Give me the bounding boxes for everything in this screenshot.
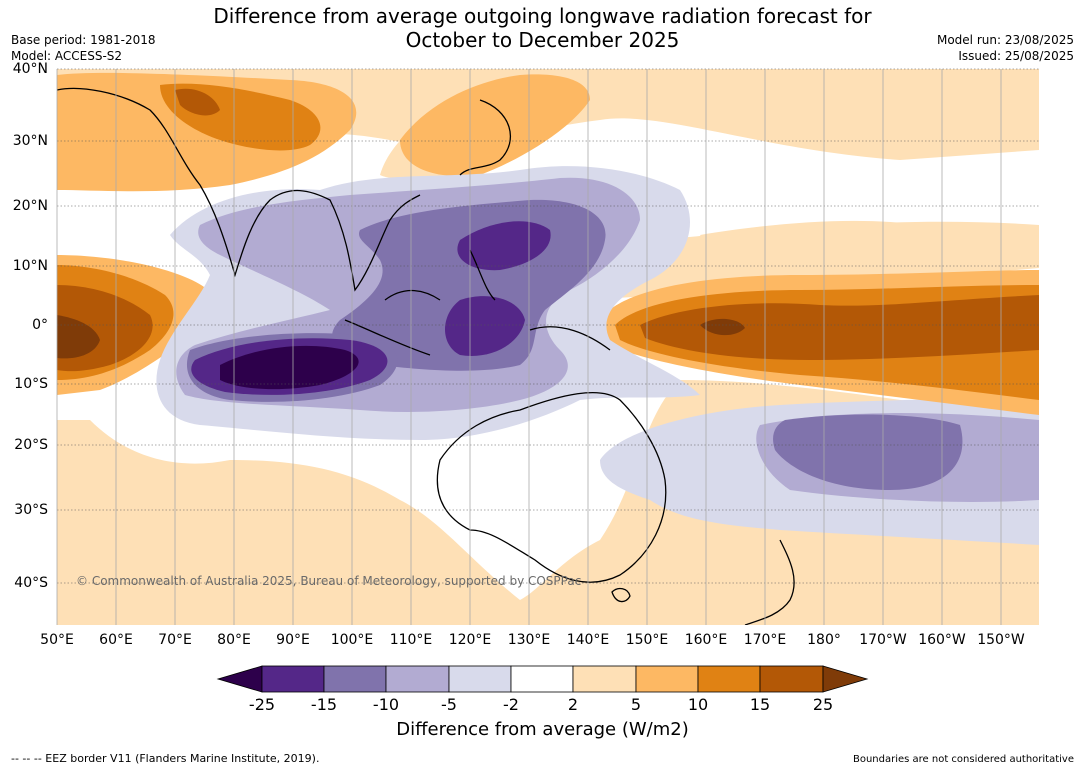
colorbar-title: Difference from average (W/m2) (396, 719, 689, 740)
colorbar-swatch-2 (323, 665, 387, 693)
lon-label: 170°W (859, 632, 907, 648)
colorbar-swatch-5 (510, 665, 574, 693)
colorbar-label: -5 (441, 695, 457, 714)
lon-label: 110°E (389, 632, 433, 648)
lon-label: 50°E (40, 632, 74, 648)
lon-label: 160°W (918, 632, 966, 648)
lat-label-40s: 40°S (14, 575, 48, 591)
boundaries-disclaimer: Boundaries are not considered authoritat… (852, 754, 1074, 765)
colorbar-max-arrow (822, 665, 869, 693)
meridians (56, 69, 1002, 625)
lat-label-30n: 30°N (12, 133, 48, 149)
colorbar (216, 665, 869, 693)
anomaly-field (57, 69, 1039, 625)
colorbar-label: 25 (812, 695, 834, 714)
model-text: Model: ACCESS-S2 (11, 49, 123, 63)
lon-label: 80°E (217, 632, 251, 648)
colorbar-label: 5 (630, 695, 642, 714)
colorbar-swatch-7 (635, 665, 699, 693)
colorbar-label: -10 (372, 695, 400, 714)
colorbar-swatch-8 (697, 665, 761, 693)
eez-footnote: -- -- -- EEZ border V11 (Flanders Marine… (11, 752, 320, 765)
colorbar-swatch-1 (261, 665, 325, 693)
map-title-line2: October to December 2025 (405, 28, 680, 52)
coastlines (57, 87, 795, 625)
lon-label: 100°E (330, 632, 374, 648)
australia-coast (436, 391, 667, 583)
lon-label: 130°E (507, 632, 551, 648)
lat-label-20n: 20°N (12, 198, 48, 214)
colorbar-label: 10 (687, 695, 709, 714)
colorbar-swatch-4 (448, 665, 512, 693)
colorbar-label: -25 (248, 695, 276, 714)
lon-label: 160°E (684, 632, 728, 648)
lon-label: 70°E (158, 632, 192, 648)
colorbar-swatch-6 (572, 665, 637, 693)
copyright-notice: © Commonwealth of Australia 2025, Bureau… (76, 574, 582, 588)
lat-label-10s: 10°S (14, 376, 48, 392)
lon-label: 140°E (566, 632, 610, 648)
meta-right: Model run: 23/08/2025 Issued: 25/08/2025 (937, 32, 1074, 64)
lon-label: 180° (807, 632, 841, 648)
base-period-text: Base period: 1981-2018 (11, 33, 156, 47)
lon-label: 150°E (625, 632, 669, 648)
lon-label: 60°E (99, 632, 133, 648)
map-title: Difference from average outgoing longwav… (0, 4, 1085, 52)
lat-label-40n: 40°N (12, 61, 48, 77)
lon-label: 90°E (276, 632, 310, 648)
lat-label-10n: 10°N (12, 258, 48, 274)
graticule (57, 68, 1039, 584)
colorbar-label: -15 (310, 695, 338, 714)
lon-label: 120°E (448, 632, 492, 648)
lon-label: 150°W (977, 632, 1025, 648)
colorbar-label: 2 (567, 695, 579, 714)
model-run-text: Model run: 23/08/2025 (936, 33, 1074, 47)
map-title-line1: Difference from average outgoing longwav… (213, 4, 872, 28)
lon-label: 170°E (743, 632, 787, 648)
colorbar-label: 15 (749, 695, 771, 714)
colorbar-label: -2 (503, 695, 519, 714)
lat-label-30s: 30°S (14, 502, 48, 518)
colorbar-swatch-9 (759, 665, 824, 693)
lat-label-20s: 20°S (14, 437, 48, 453)
lat-label-0: 0° (32, 317, 48, 333)
issued-text: Issued: 25/08/2025 (958, 49, 1074, 63)
colorbar-min-arrow (216, 665, 263, 693)
colorbar-swatch-3 (385, 665, 450, 693)
meta-left: Base period: 1981-2018 Model: ACCESS-S2 (11, 32, 156, 64)
